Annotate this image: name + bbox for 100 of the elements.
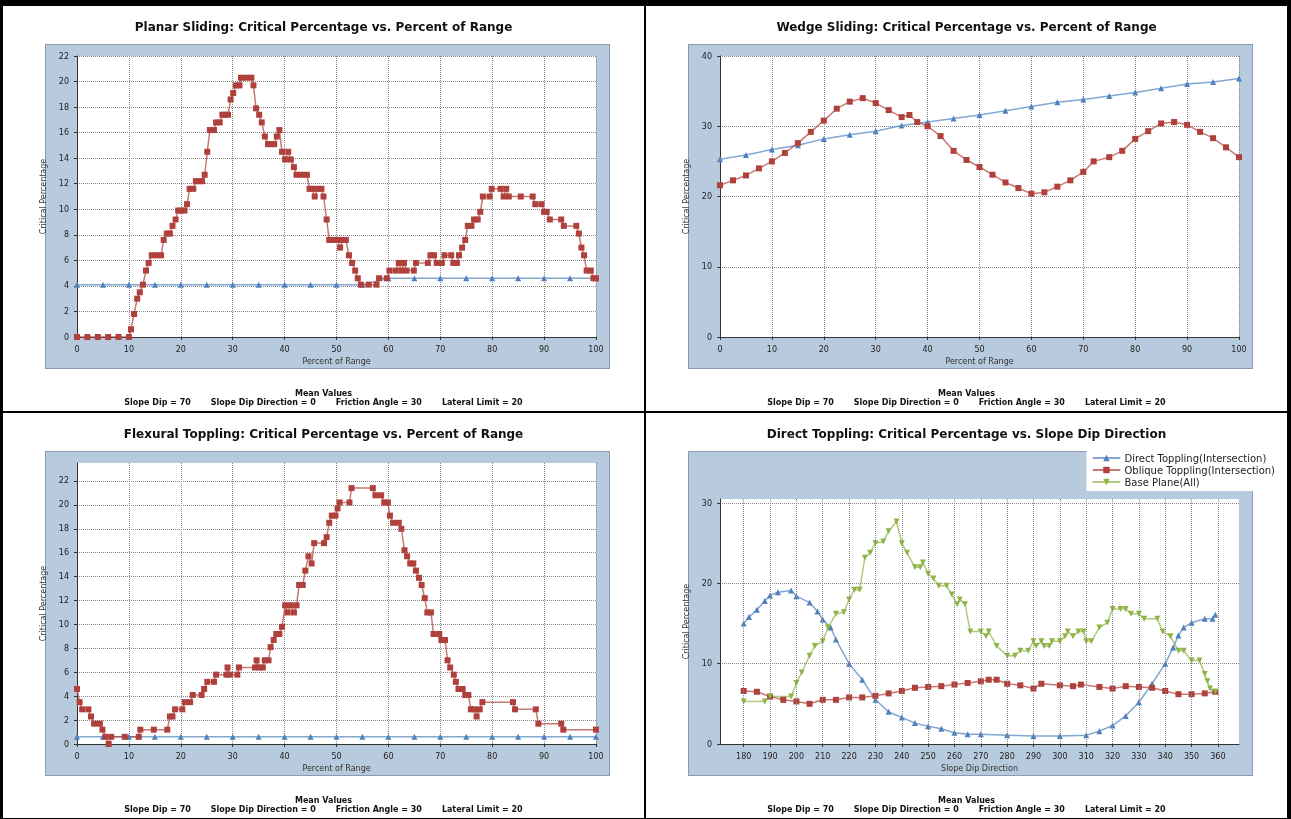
x-tick-label: 30 [227, 751, 238, 761]
x-tick-label: 330 [1131, 751, 1147, 761]
x-tick-label: 20 [175, 751, 186, 761]
y-tick-label: 20 [701, 192, 712, 201]
y-tick-label: 2 [63, 715, 69, 725]
x-tick-label: 60 [1026, 344, 1037, 354]
x-tick-label: 260 [946, 751, 963, 761]
x-tick-label: 220 [841, 751, 857, 761]
x-tick-label: 20 [818, 344, 829, 354]
text: Slope Dip Direction = 0 [210, 398, 316, 407]
x-tick-label: 270 [973, 751, 989, 761]
x-tick-label: 10 [123, 344, 134, 354]
y-tick-label: 18 [58, 524, 69, 534]
chart-title: Wedge Sliding: Critical Percentage vs. Percent of Range [776, 20, 1157, 34]
x-tick-label: 300 [1052, 751, 1068, 761]
x-axis-title: Slope Dip Direction [941, 764, 1018, 774]
x-tick-label: 310 [1078, 751, 1094, 761]
y-tick-label: 30 [701, 121, 712, 131]
x-tick-label: 100 [588, 344, 604, 354]
chart-title: Direct Toppling: Critical Percentage vs. Slope Dip Direction [766, 427, 1167, 441]
x-tick-label: 50 [974, 344, 985, 354]
y-tick-label: 16 [58, 128, 69, 138]
y-tick-label: 40 [701, 51, 712, 61]
y-tick-label: 30 [701, 498, 712, 508]
x-tick-label: 210 [815, 751, 831, 761]
x-tick-label: 200 [788, 751, 805, 761]
text: Slope Dip = 70 [124, 398, 191, 407]
y-tick-label: 20 [701, 578, 712, 588]
y-tick-label: 0 [706, 739, 712, 749]
text: Slope Dip = 70 [767, 805, 834, 814]
y-tick-label: 20 [58, 77, 69, 87]
x-tick-label: 290 [1025, 751, 1042, 761]
x-axis-title: Percent of Range [945, 357, 1014, 367]
x-tick-label: 80 [487, 344, 498, 354]
x-tick-label: 10 [766, 344, 777, 354]
y-tick-label: 8 [63, 230, 69, 240]
text: Slope Dip Direction = 0 [853, 805, 959, 814]
text: Friction Angle = 30 [978, 398, 1065, 407]
x-tick-label: 190 [762, 751, 778, 761]
x-tick-label: 80 [1130, 344, 1141, 354]
text: Lateral Limit = 20 [1084, 398, 1166, 407]
x-tick-label: 30 [870, 344, 881, 354]
y-tick-label: 8 [63, 643, 69, 653]
x-tick-label: 40 [279, 344, 290, 354]
text: Lateral Limit = 20 [441, 398, 523, 407]
x-axis-title: Percent of Range [302, 764, 371, 774]
x-tick-label: 80 [487, 751, 498, 761]
x-tick-label: 360 [1210, 751, 1226, 761]
x-tick-label: 70 [1078, 344, 1089, 354]
y-tick-label: 18 [58, 102, 69, 112]
x-tick-label: 90 [1182, 344, 1193, 354]
y-tick-label: 6 [63, 255, 69, 265]
x-tick-label: 0 [717, 344, 723, 354]
text: Friction Angle = 30 [335, 805, 422, 814]
y-tick-label: 2 [63, 306, 69, 316]
x-tick-label: 230 [867, 751, 884, 761]
y-tick-label: 12 [58, 179, 69, 189]
y-tick-label: 0 [706, 332, 712, 342]
y-tick-label: 20 [58, 500, 69, 510]
text: Mean Values [293, 796, 353, 805]
x-tick-label: 280 [999, 751, 1015, 761]
y-tick-label: 4 [63, 691, 69, 701]
chart-title: Planar Sliding: Critical Percentage vs. Percent of Range [134, 20, 513, 34]
x-tick-label: 340 [1157, 751, 1173, 761]
x-tick-label: 90 [539, 344, 550, 354]
text: Mean Values [936, 796, 996, 805]
x-tick-label: 250 [920, 751, 936, 761]
x-tick-label: 240 [894, 751, 910, 761]
x-tick-label: 10 [123, 751, 134, 761]
x-tick-label: 70 [435, 344, 446, 354]
x-tick-label: 40 [279, 751, 290, 761]
y-axis-title: Critical Percentage [682, 158, 692, 235]
x-tick-label: 20 [175, 344, 186, 354]
text: Mean Values [293, 389, 353, 398]
y-tick-label: 22 [58, 476, 69, 486]
chart-title: Flexural Toppling: Critical Percentage vs. Percent of Range [123, 427, 524, 441]
x-tick-label: 40 [922, 344, 933, 354]
text: Mean Values [936, 389, 996, 398]
x-tick-label: 100 [588, 751, 604, 761]
x-tick-label: 0 [74, 344, 80, 354]
y-tick-label: 6 [63, 667, 69, 677]
text: Friction Angle = 30 [335, 398, 422, 407]
x-axis-title: Percent of Range [302, 357, 371, 367]
y-tick-label: 0 [63, 332, 69, 342]
y-tick-label: 22 [58, 51, 69, 61]
x-tick-label: 50 [331, 751, 342, 761]
y-tick-label: 14 [58, 153, 69, 163]
y-tick-label: 14 [58, 572, 69, 582]
y-tick-label: 16 [58, 548, 69, 558]
text: Slope Dip Direction = 0 [853, 398, 959, 407]
text: Slope Dip = 70 [124, 805, 191, 814]
legend-label: Base Plane(All) [1124, 476, 1200, 488]
text: Lateral Limit = 20 [1084, 805, 1166, 814]
x-tick-label: 350 [1183, 751, 1200, 761]
x-tick-label: 70 [435, 751, 446, 761]
y-axis-title: Critical Percentage [39, 158, 49, 235]
x-tick-label: 30 [227, 344, 238, 354]
x-tick-label: 90 [539, 751, 550, 761]
text: Friction Angle = 30 [978, 805, 1065, 814]
y-tick-label: 0 [63, 739, 69, 749]
